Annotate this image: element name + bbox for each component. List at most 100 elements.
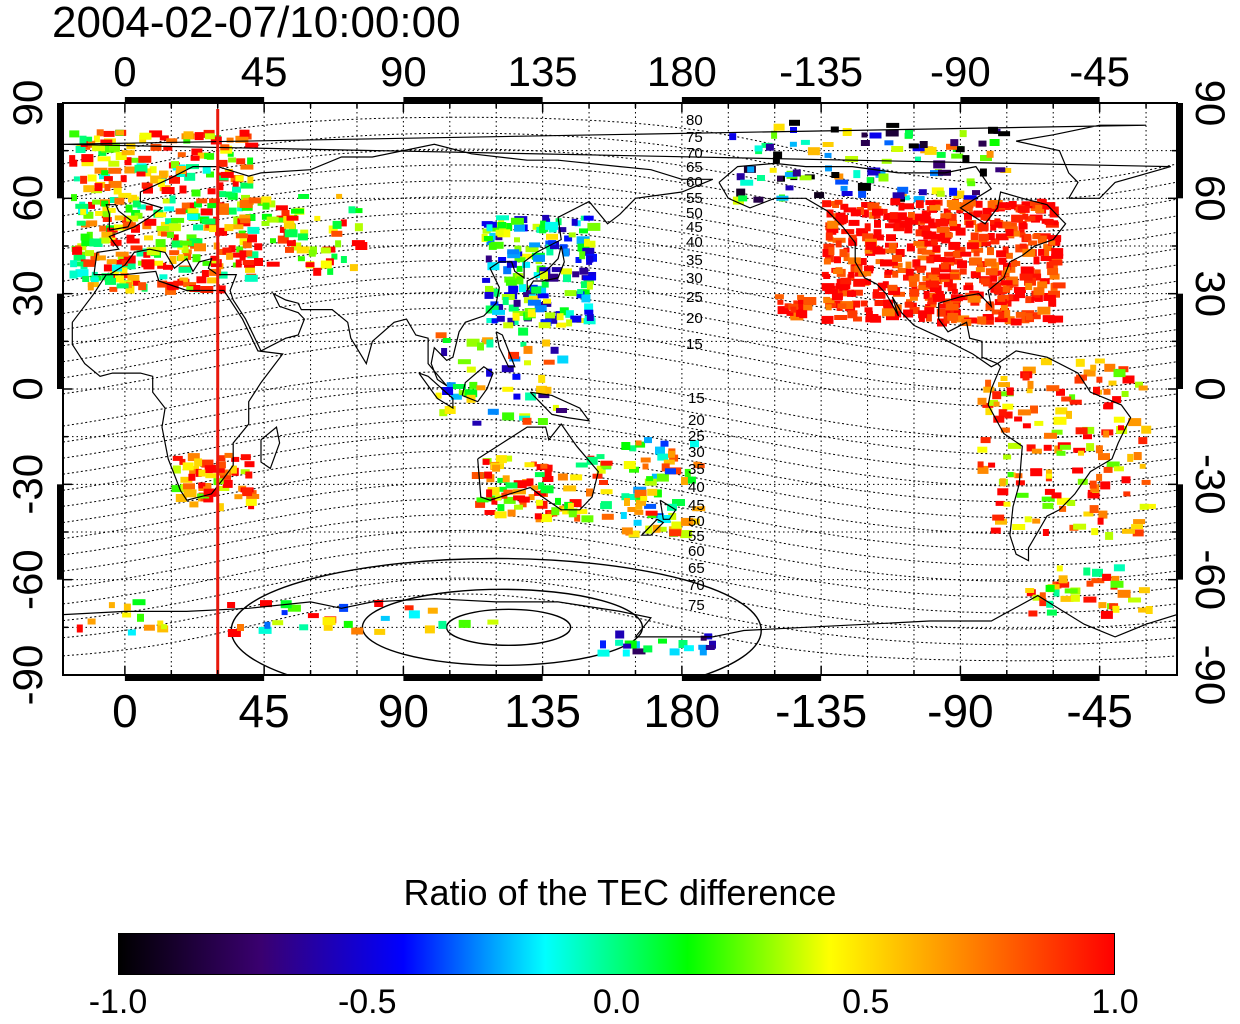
tec-patch	[235, 259, 242, 268]
tec-patch	[977, 465, 989, 474]
tec-patch	[798, 304, 805, 312]
tec-patch	[270, 238, 276, 244]
tec-patch	[264, 621, 271, 629]
left-lat-label: -90	[4, 645, 51, 706]
tec-patch	[579, 267, 589, 275]
tec-patch	[1040, 256, 1052, 261]
south-america-coastline	[987, 350, 1132, 562]
right-lat-label: 60	[1187, 175, 1234, 222]
tec-patch	[888, 243, 897, 249]
tec-patch	[1032, 201, 1043, 209]
tec-patch	[104, 184, 111, 191]
tec-patch	[1082, 426, 1095, 434]
tec-patch	[224, 452, 233, 458]
right-lat-label: 30	[1187, 270, 1234, 317]
tec-patch	[143, 187, 153, 194]
tec-patch	[157, 280, 168, 288]
tec-patch	[543, 298, 551, 304]
tec-patch	[1090, 364, 1097, 371]
tec-patch	[179, 458, 186, 465]
tec-patch	[1003, 454, 1012, 460]
tec-patch	[331, 230, 343, 237]
tec-patch	[773, 151, 783, 159]
tec-patch	[814, 192, 825, 199]
tec-patch	[239, 250, 253, 258]
tec-patch	[540, 463, 548, 469]
tec-patch	[835, 179, 849, 185]
tec-patch	[194, 243, 206, 252]
tec-patch	[936, 151, 946, 158]
tec-patch	[1049, 259, 1063, 266]
right-lat-label: -90	[1187, 645, 1234, 706]
contour-label: 50	[686, 205, 703, 222]
tec-patch	[623, 643, 632, 649]
tec-patch	[261, 196, 272, 205]
tec-patch	[1056, 450, 1066, 456]
tec-patch	[777, 175, 783, 181]
tec-patch	[539, 225, 547, 234]
tec-patch	[655, 446, 665, 455]
tec-patch	[582, 247, 595, 256]
tec-patch	[576, 291, 585, 299]
tec-patch	[1123, 491, 1131, 497]
right-lat-label: -60	[1187, 549, 1234, 610]
tec-patch	[137, 204, 147, 210]
tec-patch	[279, 226, 286, 233]
tec-patch	[874, 300, 884, 306]
tec-patch	[354, 223, 363, 232]
tec-patch	[120, 175, 127, 183]
tec-patch	[978, 233, 989, 241]
tec-patch	[869, 132, 882, 139]
tec-patch	[933, 293, 945, 302]
tec-patch	[967, 295, 981, 303]
tec-patch	[73, 254, 86, 261]
tec-patch	[921, 210, 931, 216]
tec-patch	[92, 145, 105, 152]
tec-patch	[640, 496, 648, 501]
tec-patch	[891, 217, 901, 223]
tec-patch	[581, 294, 591, 303]
tec-patch	[981, 278, 989, 285]
tec-patch	[1031, 217, 1040, 223]
tec-patch	[202, 166, 211, 174]
contour-label: 60	[688, 543, 705, 560]
tec-patch	[247, 176, 254, 184]
tec-patch	[693, 461, 701, 467]
tec-patch	[1000, 280, 1013, 286]
tec-patch	[847, 310, 858, 319]
tec-patch	[1016, 492, 1029, 498]
tec-patch	[875, 259, 884, 265]
contour-labels: 8075706560555045403530252015152025303540…	[686, 112, 705, 614]
tec-patch	[698, 644, 708, 650]
tec-patch	[497, 229, 511, 238]
tec-patch	[518, 496, 530, 503]
tec-patch	[987, 233, 995, 240]
tec-patch	[1074, 376, 1085, 384]
tec-patch	[1138, 607, 1147, 613]
tec-patch	[534, 490, 547, 496]
tec-patch	[887, 260, 898, 266]
tec-patch	[335, 240, 342, 248]
tec-patch	[1072, 467, 1084, 474]
tec-patch	[157, 262, 167, 269]
tec-patch	[865, 310, 873, 317]
tec-patch	[1086, 580, 1094, 587]
tec-patch	[228, 157, 237, 163]
tec-patch	[237, 206, 244, 212]
tec-patch	[931, 267, 940, 275]
tec-patch	[1046, 609, 1057, 616]
tec-patch	[948, 241, 961, 250]
tec-patch	[119, 267, 128, 274]
tec-patch	[1102, 573, 1112, 581]
tec-patch	[1026, 444, 1036, 452]
tec-patch	[647, 488, 658, 496]
tec-patch	[477, 342, 484, 351]
tec-patch	[884, 269, 893, 275]
tec-patch	[657, 453, 669, 461]
tec-patch	[525, 392, 537, 401]
contour-line	[63, 418, 1177, 487]
tec-patch	[194, 201, 202, 208]
tec-patch	[535, 499, 543, 506]
tec-patch	[1139, 503, 1149, 510]
tec-patch	[1024, 233, 1031, 241]
